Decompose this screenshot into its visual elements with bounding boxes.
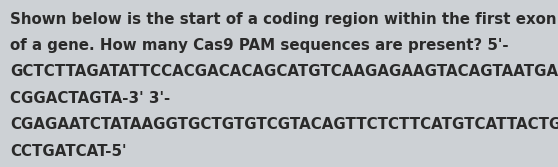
Text: CGAGAATCTATAAGGTGCTGTGTCGTACAGTTCTCTTCATGTCATTACTG: CGAGAATCTATAAGGTGCTGTGTCGTACAGTTCTCTTCAT… xyxy=(10,117,558,132)
Text: CGGACTAGTA-3' 3'-: CGGACTAGTA-3' 3'- xyxy=(10,91,170,106)
Text: CCTGATCAT-5': CCTGATCAT-5' xyxy=(10,144,127,159)
Text: Shown below is the start of a coding region within the first exon: Shown below is the start of a coding reg… xyxy=(10,12,556,27)
Text: of a gene. How many Cas9 PAM sequences are present? 5'-: of a gene. How many Cas9 PAM sequences a… xyxy=(10,38,509,53)
Text: GCTCTTAGATATTCCACGACACAGCATGTCAAGAGAAGTACAGTAATGA: GCTCTTAGATATTCCACGACACAGCATGTCAAGAGAAGTA… xyxy=(10,64,558,79)
